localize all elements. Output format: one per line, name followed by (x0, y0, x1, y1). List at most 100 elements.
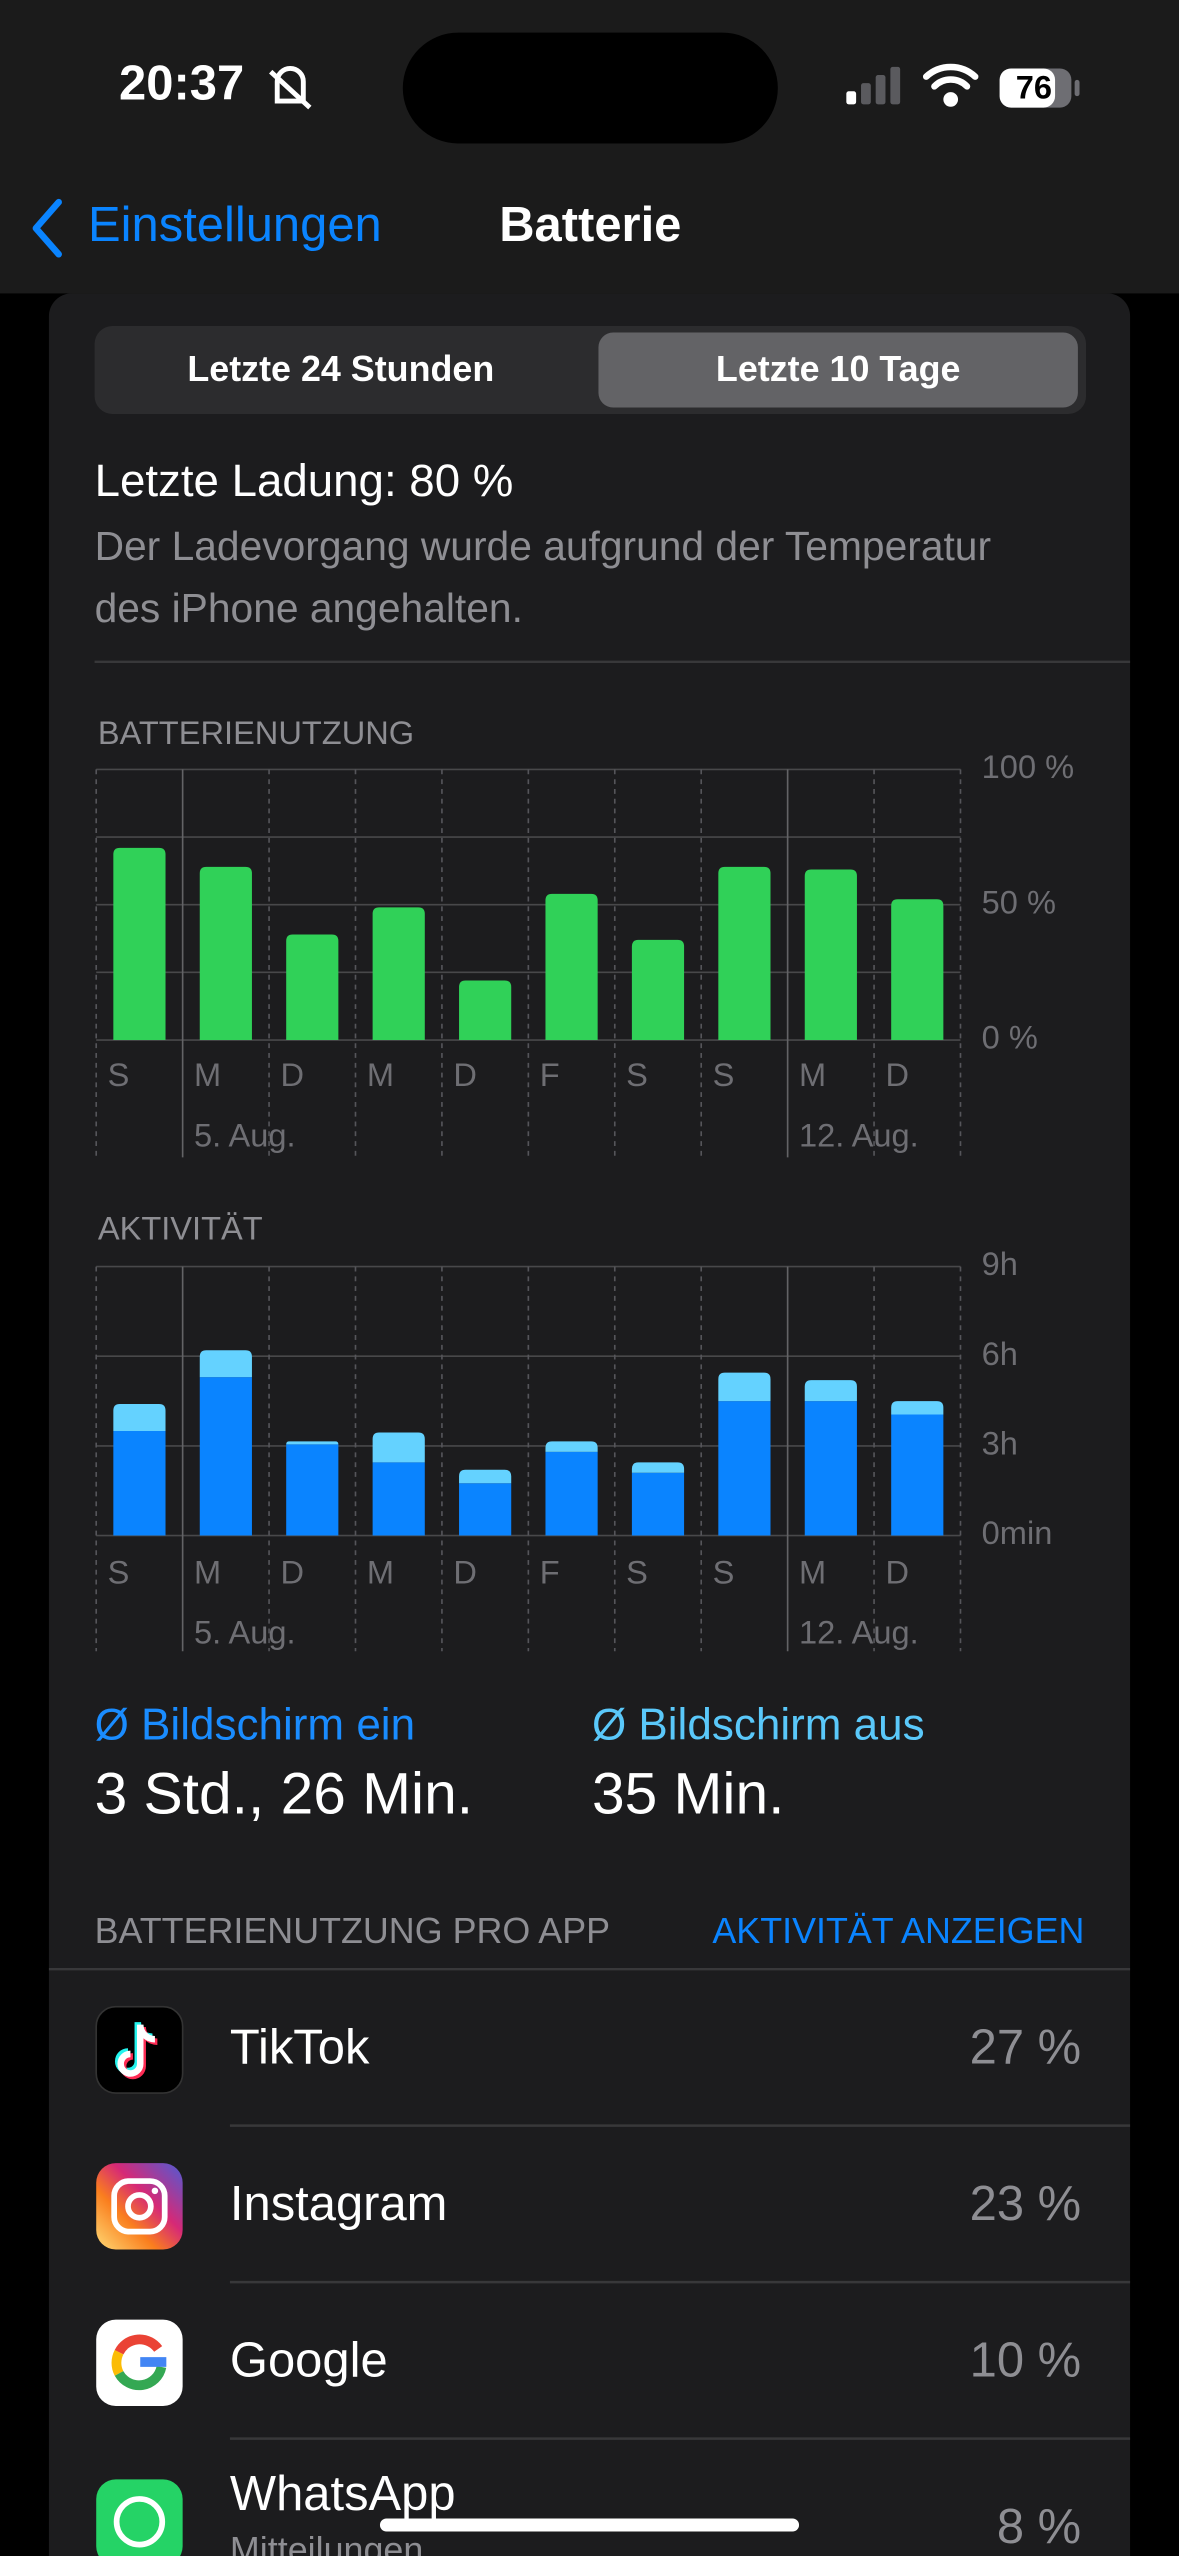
bar-segment (372, 1432, 425, 1463)
whatsapp-glyph (113, 2496, 166, 2548)
app-name: TikTok (230, 2021, 370, 2075)
y-tick-label: 3h (982, 1425, 1018, 1462)
app-share: 8 % (997, 2500, 1081, 2554)
back-button[interactable]: Einstellungen (32, 198, 382, 258)
app-row[interactable]: Google 10 % (96, 2319, 1082, 2407)
average-label: Ø Bildschirm aus (592, 1701, 925, 1750)
bar-segment (372, 1462, 425, 1536)
bar (891, 899, 944, 1041)
x-tick-label: D (280, 1056, 304, 1093)
google-glyph (111, 2334, 167, 2391)
app-row[interactable]: TikTok 27 % (95, 2005, 1082, 2094)
x-tick-label: M (799, 1553, 826, 1590)
section-title: BATTERIENUTZUNG PRO APP (95, 1911, 610, 1951)
bar-segment (459, 1483, 512, 1536)
bar-segment (804, 1401, 857, 1536)
bar-segment (459, 1469, 512, 1484)
home-indicator (379, 2518, 800, 2532)
x-tick-label: D (453, 1553, 477, 1590)
instagram-glyph (111, 2178, 168, 2235)
bar (459, 980, 512, 1041)
bar-segment (631, 1472, 685, 1536)
x-tick-label: M (367, 1056, 394, 1093)
bar-segment (804, 1380, 857, 1402)
x-tick-label: S (713, 1056, 735, 1093)
x-tick-label: S (713, 1553, 735, 1590)
bar (718, 866, 771, 1041)
x-tick-label: M (194, 1056, 221, 1093)
bar (372, 907, 425, 1041)
bar-segment (113, 1404, 166, 1431)
last-charge: Letzte Ladung: 80 % (95, 455, 514, 506)
y-tick-label: 100 % (982, 748, 1074, 785)
app-row[interactable]: WhatsApp Mitteilungen 8 % (96, 2467, 1081, 2556)
tiktok-glyph (117, 2024, 156, 2077)
x-tick-label: S (626, 1056, 648, 1093)
app-name: Google (230, 2334, 388, 2388)
battery-icon: 76 (999, 68, 1080, 108)
date-label: 12. Aug. (799, 1614, 919, 1651)
bar-segment (286, 1441, 339, 1445)
date-label: 5. Aug. (194, 1614, 296, 1651)
bar-segment (891, 1414, 944, 1536)
app-share: 10 % (970, 2334, 1082, 2388)
mute-icon (269, 66, 312, 110)
bar-segment (199, 1377, 252, 1536)
app-share: 27 % (970, 2021, 1082, 2075)
x-tick-label: D (453, 1056, 477, 1093)
average-value: 3 Std., 26 Min. (95, 1762, 473, 1827)
x-tick-label: F (540, 1553, 560, 1590)
average-value: 35 Min. (592, 1762, 785, 1827)
x-tick-label: S (108, 1553, 130, 1590)
bar-segment (631, 1462, 685, 1473)
bar-segment (718, 1401, 771, 1536)
bar-segment (545, 1451, 598, 1536)
bar-segment (718, 1372, 771, 1402)
bar (631, 939, 685, 1041)
y-tick-label: 0 % (982, 1019, 1038, 1056)
app-subtitle: Mitteilungen (230, 2530, 423, 2556)
x-tick-label: M (799, 1056, 826, 1093)
date-label: 5. Aug. (194, 1116, 296, 1153)
bar (113, 847, 166, 1041)
wifi-icon (922, 63, 979, 107)
back-chevron[interactable] (32, 198, 62, 258)
bar (804, 869, 857, 1041)
app-name: Instagram (230, 2177, 447, 2231)
x-tick-label: M (367, 1553, 394, 1590)
average-label: Ø Bildschirm ein (95, 1701, 415, 1750)
charge-description: Der Ladevorgang wurde aufgrund der Tempe… (95, 523, 991, 569)
x-tick-label: D (885, 1056, 909, 1093)
bar (199, 866, 252, 1041)
bar-segment (891, 1401, 944, 1415)
clock: 20:37 (119, 56, 244, 110)
instagram-glyph (151, 2187, 159, 2195)
whatsapp-icon (96, 2479, 183, 2556)
segment[interactable]: Letzte 24 Stunden (187, 349, 494, 389)
back-label[interactable]: Einstellungen (88, 198, 382, 252)
x-tick-label: S (626, 1553, 648, 1590)
dynamic-island (402, 32, 778, 144)
instagram-icon (96, 2163, 183, 2250)
instagram-glyph (125, 2192, 154, 2221)
bar (286, 934, 339, 1041)
show-activity[interactable]: AKTIVITÄT ANZEIGEN (712, 1911, 1084, 1951)
bar-segment (113, 1430, 166, 1536)
segment-selected[interactable] (598, 332, 1078, 408)
app-share: 23 % (970, 2177, 1082, 2231)
charts: BATTERIENUTZUNG 0 % 50 % 100 % S M 5. Aug. D M D F… (95, 714, 1074, 1652)
x-tick-label: D (885, 1553, 909, 1590)
signal-icon (846, 66, 901, 105)
app-row[interactable]: Instagram 23 % (96, 2163, 1082, 2250)
bar (545, 893, 598, 1041)
chart-title: AKTIVITÄT (98, 1209, 263, 1246)
bar-segment (286, 1444, 339, 1536)
x-tick-label: M (194, 1553, 221, 1590)
x-tick-label: S (108, 1056, 130, 1093)
segment[interactable]: Letzte 10 Tage (716, 349, 960, 389)
x-tick-label: D (280, 1553, 304, 1590)
charge-description: des iPhone angehalten. (95, 585, 523, 631)
card (48, 293, 1131, 2556)
